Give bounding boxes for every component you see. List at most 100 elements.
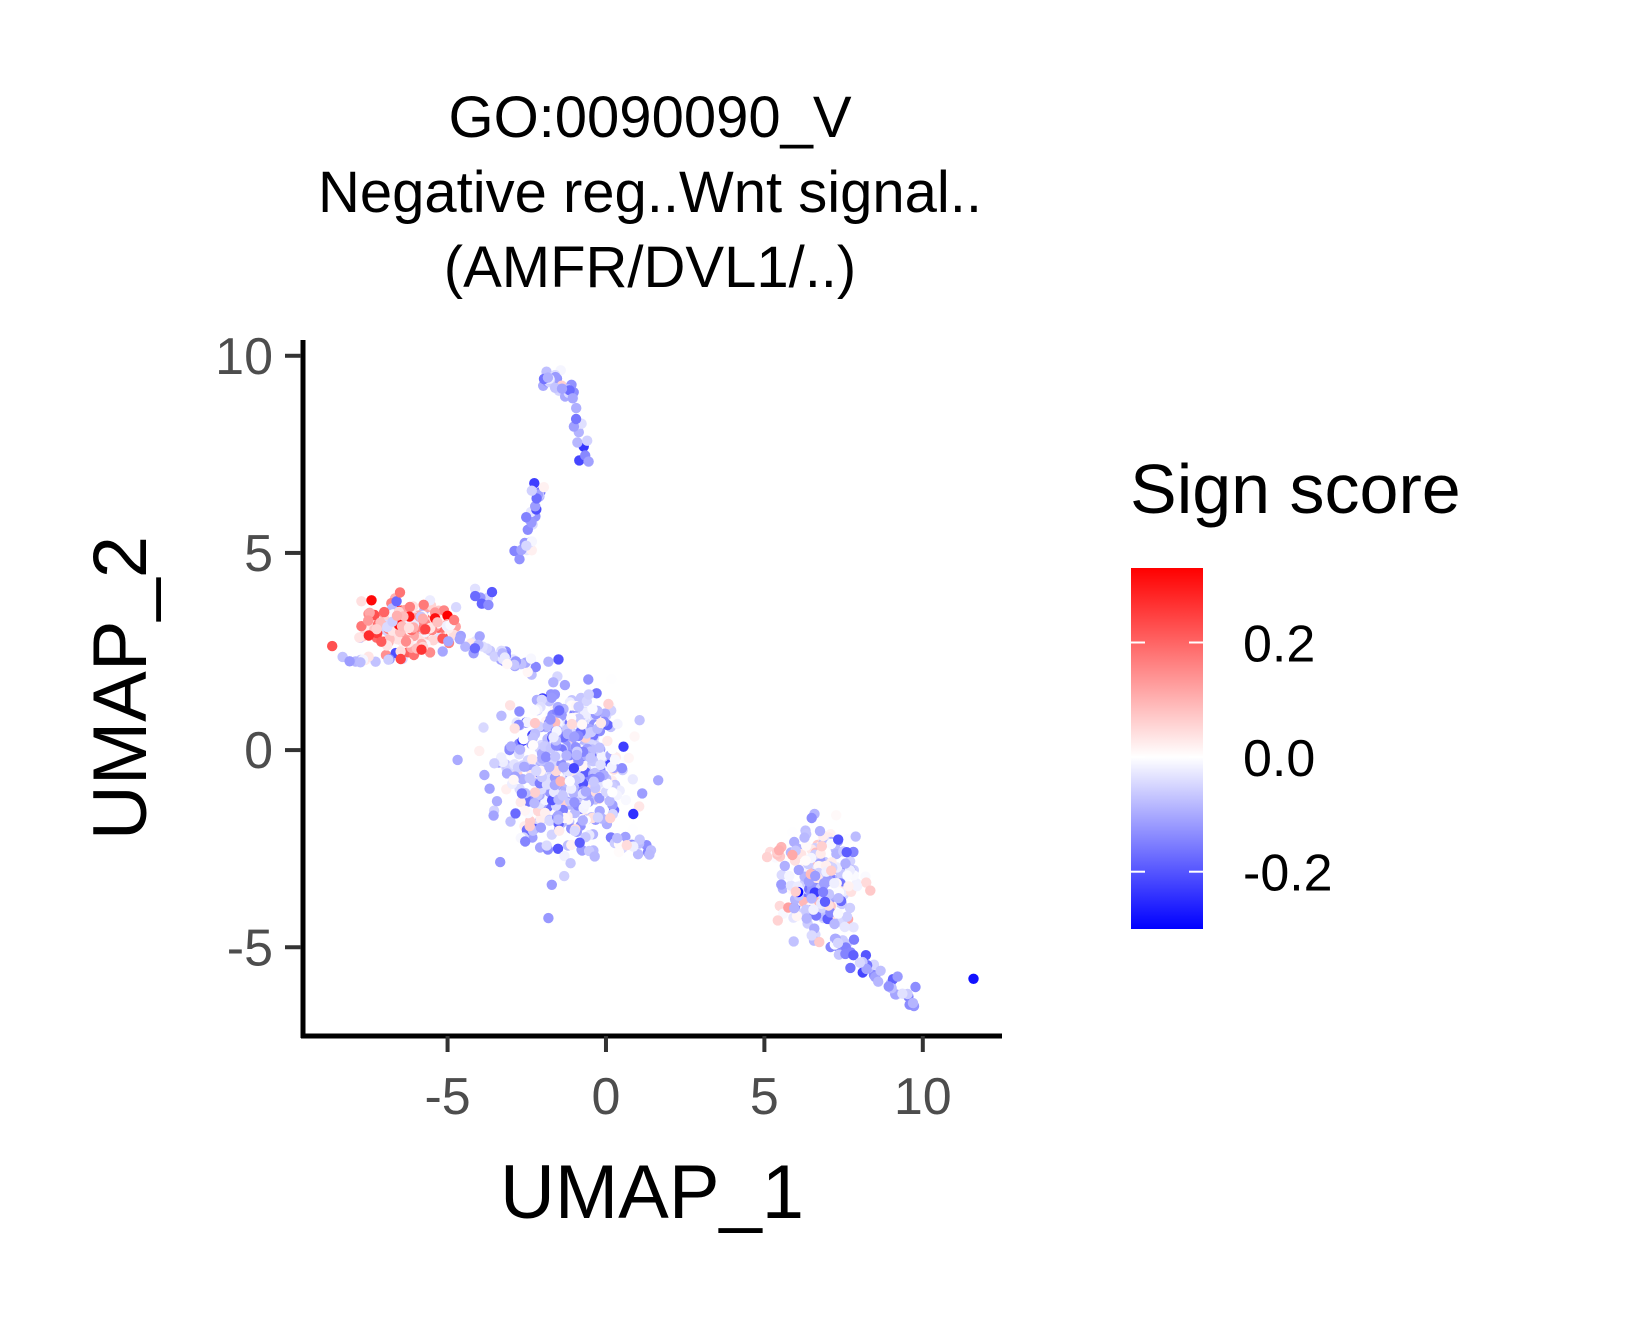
data-point [840,858,851,869]
data-point [910,981,921,993]
data-point [529,705,540,716]
data-point [637,788,648,799]
data-point [561,750,572,761]
data-point [848,950,859,961]
data-point [356,596,367,607]
data-point [564,776,575,787]
x-tick-label: 5 [750,1068,779,1126]
color-bar [1131,568,1203,929]
data-point [897,988,908,999]
chart-title-line-2: Negative reg..Wnt signal.. [318,160,982,225]
data-point [822,925,833,936]
data-point [546,692,557,703]
data-point [544,761,555,773]
data-point [832,937,844,949]
data-point [806,812,817,824]
data-point [612,833,623,844]
data-point [470,590,481,602]
data-point [609,754,621,765]
data-point [548,677,559,688]
data-point [861,963,872,975]
data-point [443,636,454,647]
data-point [531,765,542,777]
data-point [843,881,854,892]
data-point [452,754,463,766]
data-point [808,904,819,915]
data-point [577,815,588,826]
data-point [469,643,481,654]
data-point [845,962,856,974]
data-point [831,810,842,821]
data-point [510,808,521,819]
x-axis-title: UMAP_1 [500,1150,804,1235]
data-point [495,856,506,868]
data-point [520,836,531,847]
data-point [616,763,628,774]
data-point [509,723,520,734]
data-point [854,957,866,968]
data-point [829,878,840,889]
data-point [574,837,585,848]
data-point [416,644,427,655]
data-point [506,741,517,752]
chart-title-line-1: GO:0090090_V [448,85,851,150]
data-point [450,602,462,613]
data-point [816,841,827,852]
data-point [605,812,616,824]
data-point [491,796,503,807]
data-point [486,586,498,598]
data-point [596,751,608,762]
data-point [541,840,552,851]
y-tick-label: 0 [244,722,273,780]
data-point [776,879,787,890]
data-point [634,834,645,845]
data-point [448,614,460,626]
data-point [819,896,831,907]
data-point [529,798,540,809]
data-point [508,774,519,785]
data-point [496,752,507,763]
data-point [437,646,448,657]
data-point [550,751,561,762]
data-point [806,893,817,904]
data-point [773,845,785,856]
data-point [555,776,566,787]
data-point [363,630,374,641]
data-point [541,779,553,790]
data-point [779,860,790,872]
data-point [865,885,876,896]
data-point [848,934,860,945]
data-point [787,849,798,861]
data-point [516,788,528,799]
data-point [841,847,852,858]
data-point [806,930,817,941]
data-point [558,762,569,773]
data-point [587,703,598,715]
data-point [844,902,856,914]
data-point [530,661,541,673]
data-point [573,701,584,712]
data-point [363,615,374,626]
data-point [875,965,886,976]
data-point [546,879,557,890]
data-point [553,654,564,665]
data-point [366,595,377,606]
data-point [602,778,613,789]
data-point [818,878,830,889]
data-point [527,754,538,765]
data-point [841,911,853,922]
data-point [793,864,804,876]
data-point [606,673,617,685]
data-point [432,617,443,628]
data-point [540,751,552,763]
scatter-points [327,365,979,1012]
data-point [376,636,387,647]
data-point [559,679,571,691]
data-point [627,774,638,785]
chart-title-line-3: (AMFR/DVL1/..) [444,235,857,300]
data-point [559,850,570,862]
data-point [479,769,490,781]
data-point [772,915,783,926]
data-point [474,745,485,757]
